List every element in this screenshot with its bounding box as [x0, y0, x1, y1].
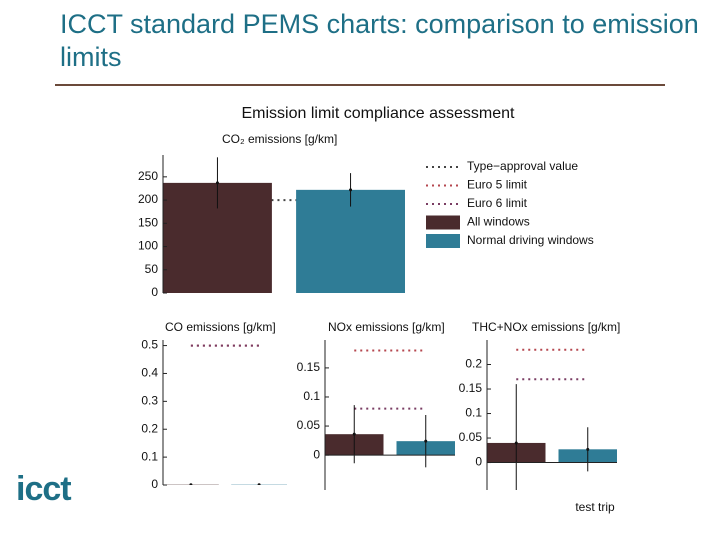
- plot: [325, 349, 455, 468]
- y-axis-label: THC+NOx emissions [g/km]: [472, 320, 620, 334]
- y-axis-label: CO₂ emissions [g/km]: [222, 132, 337, 146]
- y-tick-label: 200: [138, 192, 158, 206]
- y-tick-label: 0.1: [465, 406, 482, 420]
- y-tick-label: 0.15: [459, 381, 483, 395]
- error-center: [189, 483, 193, 485]
- y-tick-label: 0.3: [141, 394, 158, 408]
- plot: [163, 157, 405, 293]
- error-center: [586, 447, 590, 451]
- y-tick-label: 0: [151, 477, 158, 491]
- y-tick-label: 50: [145, 262, 159, 276]
- slide-title: ICCT standard PEMS charts: comparison to…: [60, 9, 699, 72]
- logo: icct: [16, 470, 72, 508]
- legend-label: Normal driving windows: [467, 233, 594, 247]
- plot: [163, 344, 287, 485]
- chart-title: Emission limit compliance assessment: [242, 105, 516, 122]
- y-tick-label: 0.15: [297, 360, 321, 374]
- legend-label: Euro 5 limit: [467, 178, 528, 192]
- error-center: [352, 432, 356, 436]
- error-center: [514, 441, 518, 445]
- y-axis-label: CO emissions [g/km]: [165, 320, 276, 334]
- error-center: [424, 439, 428, 443]
- y-tick-label: 0.1: [303, 389, 320, 403]
- y-tick-label: 0.5: [141, 338, 158, 352]
- y-tick-label: 0: [313, 447, 320, 461]
- legend-label: All windows: [467, 215, 530, 229]
- y-tick-label: 150: [138, 215, 158, 229]
- bar: [296, 189, 405, 293]
- y-tick-label: 0.2: [141, 421, 158, 435]
- plot: [487, 348, 617, 490]
- error-center: [257, 483, 261, 485]
- legend-swatch: [426, 234, 460, 248]
- error-center: [215, 181, 219, 185]
- title-rule: [55, 84, 665, 86]
- error-center: [349, 188, 353, 192]
- y-tick-label: 0.1: [141, 449, 158, 463]
- y-tick-label: 0.4: [141, 366, 158, 380]
- legend-label: Type−approval value: [467, 159, 578, 173]
- y-tick-label: 0.2: [465, 357, 482, 371]
- y-tick-label: 0.05: [297, 418, 321, 432]
- y-tick-label: 250: [138, 169, 158, 183]
- legend-swatch: [426, 215, 460, 230]
- legend-label: Euro 6 limit: [467, 196, 528, 210]
- y-axis-label: NOx emissions [g/km]: [328, 320, 445, 334]
- y-tick-label: 100: [138, 239, 158, 253]
- x-axis-label: test trip: [575, 500, 615, 514]
- y-tick-label: 0.05: [459, 430, 483, 444]
- y-tick-label: 0: [151, 285, 158, 299]
- y-tick-label: 0: [475, 455, 482, 469]
